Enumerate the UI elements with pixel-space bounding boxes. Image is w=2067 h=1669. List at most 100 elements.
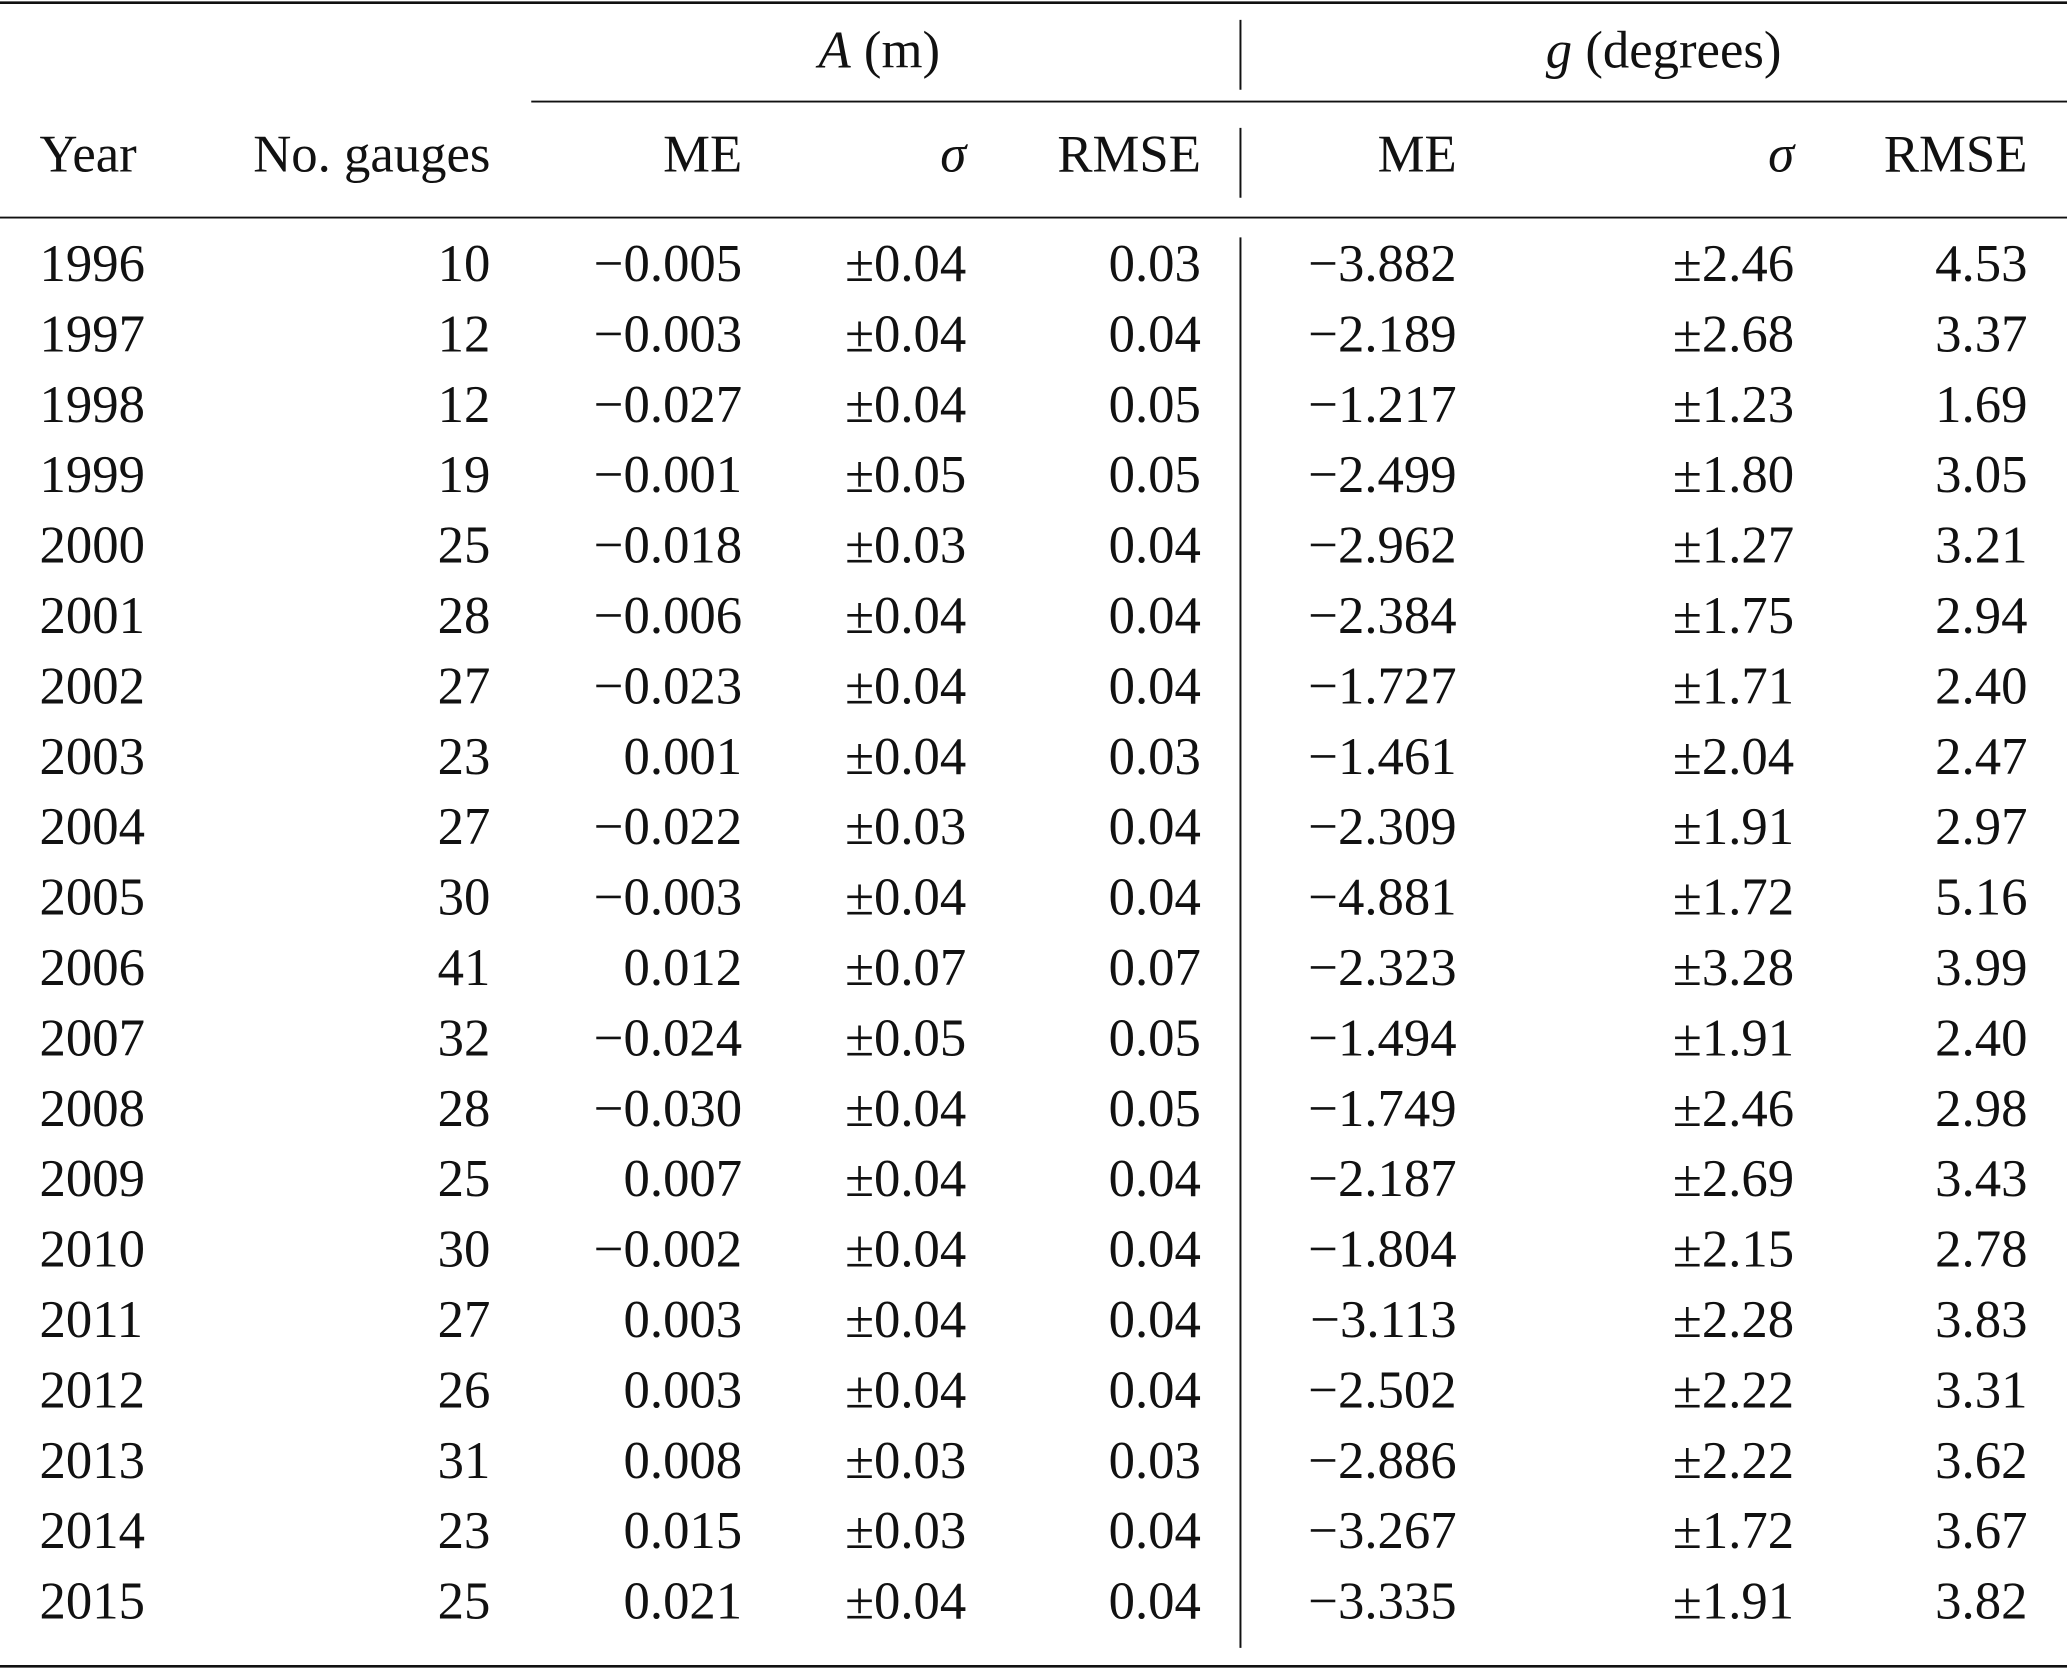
table-cell: −2.384 [1308,587,1456,645]
table-cell: 0.04 [1109,657,1201,715]
table-cell: 0.04 [1109,1150,1201,1208]
table-cell: ±1.27 [1673,517,1794,575]
table-cell: ±0.04 [845,235,966,293]
group-header: g (degrees) [1546,22,1782,80]
table-cell: 0.008 [624,1432,743,1490]
table-cell: ±0.03 [845,798,966,856]
table-cell: −1.461 [1308,728,1456,786]
table-cell: 0.05 [1109,1080,1201,1138]
group-unit: (degrees) [1585,22,1781,80]
table-cell: −2.187 [1308,1150,1456,1208]
group-symbol: g [1546,22,1572,80]
table-cell: ±1.91 [1673,1573,1794,1631]
table-cell: 32 [438,1009,491,1067]
table-cell: 3.67 [1935,1502,2027,1560]
table-cell: ±0.05 [845,1009,966,1067]
table-cell: 3.37 [1935,305,2027,363]
table-cell: 2005 [40,869,145,927]
table-cell: 3.31 [1935,1361,2027,1419]
table-cell: ±1.75 [1673,587,1794,645]
table-cell: 2012 [40,1361,145,1419]
column-header: No. gauges [253,126,490,184]
table-cell: −3.267 [1308,1502,1456,1560]
table-cell: ±3.28 [1673,939,1794,997]
table-cell: 0.05 [1109,446,1201,504]
table-cell: 0.001 [624,728,743,786]
table-cell: −3.882 [1308,235,1456,293]
table-cell: 25 [438,1150,491,1208]
column-header: σ [1768,126,1796,184]
table-cell: 3.99 [1935,939,2027,997]
table-cell: ±0.04 [845,1080,966,1138]
table-cell: ±0.03 [845,1502,966,1560]
column-header: Year [40,126,138,184]
table-cell: 3.82 [1935,1573,2027,1631]
table-cell: 2011 [40,1291,143,1349]
table-cell: 19 [438,446,491,504]
table-cell: 28 [438,1080,491,1138]
table-cell: ±2.68 [1673,305,1794,363]
table-cell: 2004 [40,798,145,856]
table-cell: 5.16 [1935,869,2027,927]
table-cell: ±1.91 [1673,798,1794,856]
table-cell: 3.83 [1935,1291,2027,1349]
table-cell: 27 [438,1291,491,1349]
table-cell: −0.023 [594,657,742,715]
table-cell: 2002 [40,657,145,715]
table-cell: 0.04 [1109,798,1201,856]
table-cell: 2.40 [1935,1009,2027,1067]
table-cell: −3.113 [1310,1291,1456,1349]
table-cell: ±2.22 [1673,1432,1794,1490]
table-cell: ±1.72 [1673,869,1794,927]
table-cell: 2.97 [1935,798,2027,856]
table-cell: ±2.15 [1673,1221,1794,1279]
table-cell: −2.309 [1308,798,1456,856]
table-cell: 0.03 [1109,1432,1201,1490]
table-cell: 2007 [40,1009,145,1067]
table-cell: 3.62 [1935,1432,2027,1490]
table-cell: 0.04 [1109,869,1201,927]
table-cell: ±2.46 [1673,1080,1794,1138]
table-cell: 25 [438,1573,491,1631]
table-cell: ±2.46 [1673,235,1794,293]
table-cell: 2.98 [1935,1080,2027,1138]
table-cell: 23 [438,728,491,786]
table-cell: −0.003 [594,305,742,363]
table-cell: 0.04 [1109,305,1201,363]
table-cell: 2000 [40,517,145,575]
table-cell: ±0.04 [845,1573,966,1631]
group-unit: (m) [864,22,940,80]
table-cell: ±0.05 [845,446,966,504]
table-cell: 2001 [40,587,145,645]
table-cell: 10 [438,235,491,293]
table-cell: ±0.04 [845,587,966,645]
table-cell: 12 [438,376,491,434]
table-cell: 0.03 [1109,728,1201,786]
table-cell: −2.189 [1308,305,1456,363]
table-cell: −0.030 [594,1080,742,1138]
table-cell: 2015 [40,1573,145,1631]
table-cell: −0.002 [594,1221,742,1279]
table-cell: −0.003 [594,869,742,927]
table-cell: 28 [438,587,491,645]
table-cell: 1997 [40,305,145,363]
table-cell: 27 [438,657,491,715]
table-cell: ±0.07 [845,939,966,997]
table-cell: 0.003 [624,1291,743,1349]
column-header: RMSE [1884,126,2028,184]
table-cell: −2.502 [1308,1361,1456,1419]
table-cell: 0.007 [624,1150,743,1208]
table-cell: −0.022 [594,798,742,856]
table-cell: ±2.69 [1673,1150,1794,1208]
table-cell: 0.012 [624,939,743,997]
table-cell: 2014 [40,1502,145,1560]
table-cell: ±1.71 [1673,657,1794,715]
table-cell: 0.04 [1109,1573,1201,1631]
table-cell: ±0.04 [845,869,966,927]
table-cell: −0.027 [594,376,742,434]
table-cell: 0.05 [1109,376,1201,434]
table-cell: 0.05 [1109,1009,1201,1067]
table-cell: ±0.04 [845,305,966,363]
table-cell: ±2.04 [1673,728,1794,786]
table-cell: 25 [438,517,491,575]
